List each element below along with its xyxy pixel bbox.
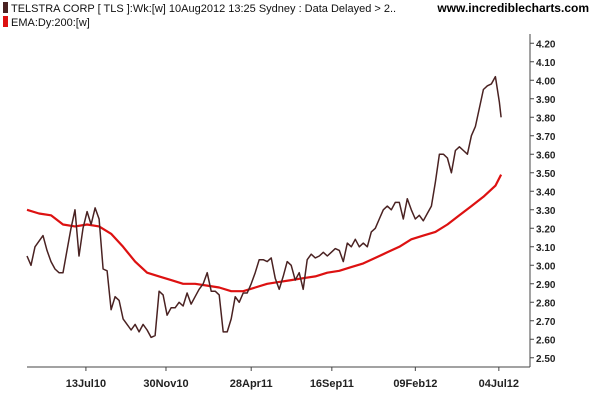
y-tick-label: 2.80 [536, 298, 556, 309]
x-tick-label: 30Nov10 [143, 378, 188, 390]
y-tick-label: 3.80 [536, 113, 556, 124]
y-tick-label: 2.90 [536, 280, 556, 291]
y-tick-label: 3.20 [536, 224, 556, 235]
legend-swatch-price [3, 2, 8, 13]
y-tick-label: 3.70 [536, 132, 556, 143]
x-tick-label: 09Feb12 [393, 378, 437, 390]
plot-frame [27, 34, 531, 368]
x-tick-label: 13Jul10 [66, 378, 106, 390]
y-tick-label: 3.10 [536, 243, 556, 254]
y-tick-label: 2.50 [536, 354, 556, 365]
y-tick-label: 2.60 [536, 335, 556, 346]
y-tick-label: 3.40 [536, 187, 556, 198]
y-tick-label: 4.00 [536, 76, 556, 87]
y-tick-label: 3.30 [536, 206, 556, 217]
price-series-line [26, 75, 502, 339]
y-tick-label: 3.90 [536, 95, 556, 106]
y-tick-label: 4.20 [536, 39, 556, 50]
legend-swatch-ema [3, 16, 8, 27]
y-tick-label: 3.00 [536, 261, 556, 272]
x-axis-ticks: 13Jul10 30Nov10 28Apr11 16Sep11 09Feb12 04Jul… [66, 367, 519, 390]
y-axis-ticks: 4.20 4.10 4.00 3.90 3.80 3.70 3.60 3.50 3.40 3.30… [530, 39, 556, 365]
legend-label-ema: EMA:Dy:200:[w] [11, 17, 90, 29]
y-tick-label: 2.70 [536, 317, 556, 328]
y-tick-label: 3.50 [536, 169, 556, 180]
y-tick-label: 3.60 [536, 150, 556, 161]
y-tick-label: 4.10 [536, 58, 556, 69]
x-tick-label: 04Jul12 [479, 378, 519, 390]
x-tick-label: 28Apr11 [230, 378, 273, 390]
legend-label-price: TELSTRA CORP [ TLS ]:Wk:[w] 10Aug2012 13… [11, 3, 396, 15]
legend: TELSTRA CORP [ TLS ]:Wk:[w] 10Aug2012 13… [3, 2, 396, 29]
x-tick-label: 16Sep11 [310, 378, 354, 390]
site-url: www.incrediblecharts.com [436, 1, 589, 15]
ema-series-line [26, 174, 503, 293]
series-layer [26, 75, 503, 339]
